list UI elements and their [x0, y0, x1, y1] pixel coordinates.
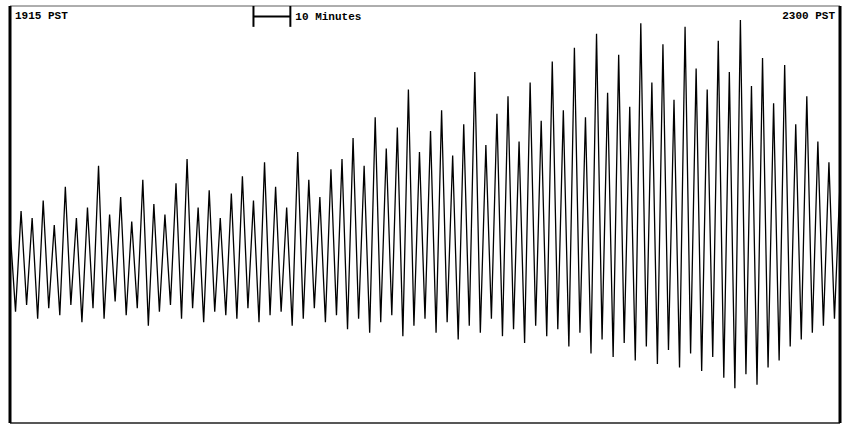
- svg-text:1915 PST: 1915 PST: [15, 10, 68, 22]
- svg-text:2300 PST: 2300 PST: [782, 10, 835, 22]
- svg-text:10 Minutes: 10 Minutes: [295, 11, 361, 23]
